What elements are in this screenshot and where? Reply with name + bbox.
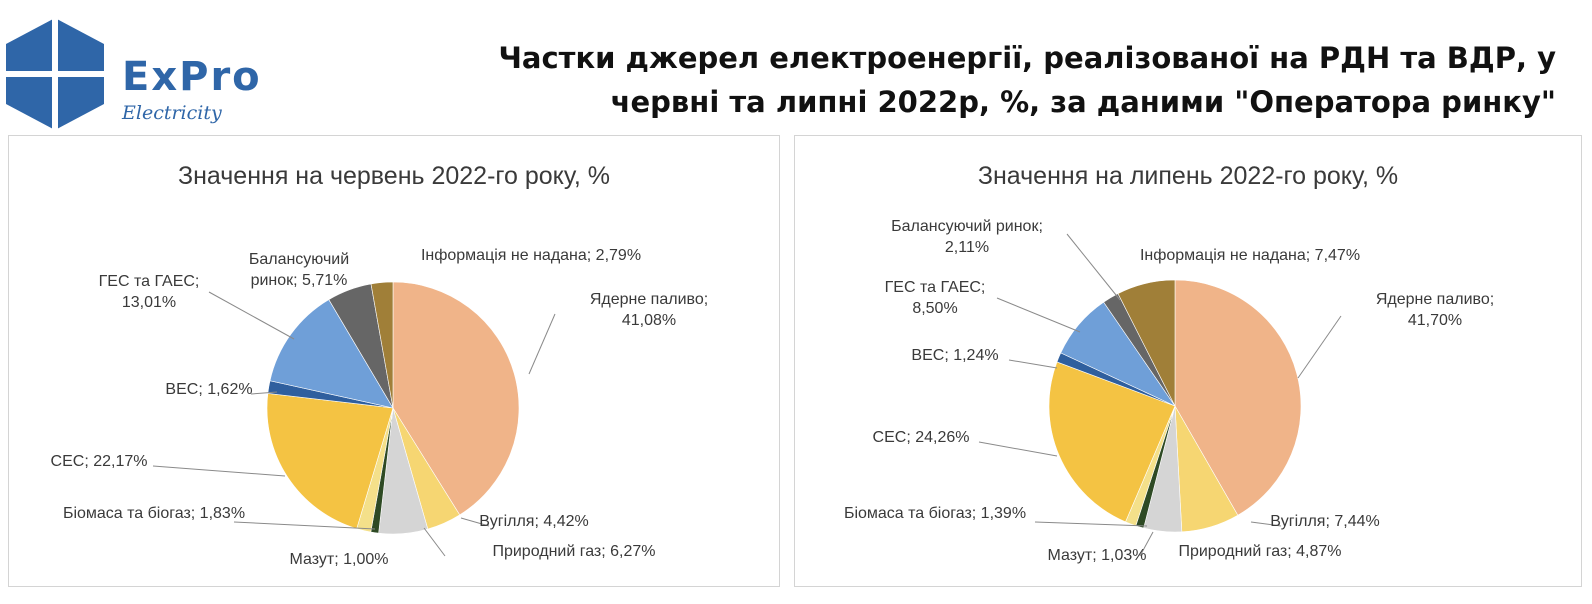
data-label-balancing-june: Балансуючий ринок; 5,71% bbox=[249, 251, 349, 289]
pie-slice-no_info-july bbox=[1117, 279, 1176, 407]
leader-line-gas-june bbox=[423, 527, 446, 557]
data-label-biomass-june: Біомаса та біогаз; 1,83% bbox=[63, 505, 245, 522]
data-label-biomass-july: Біомаса та біогаз; 1,39% bbox=[844, 505, 1026, 522]
pie-slice-nuclear-july bbox=[1174, 279, 1302, 516]
company-logo: ExPro Electricity bbox=[0, 14, 320, 134]
data-label-fuel_oil-june: Мазут; 1,00% bbox=[290, 551, 389, 568]
pie-slice-hydro-june bbox=[269, 299, 394, 409]
leader-line-nuclear-june bbox=[528, 313, 556, 375]
pie-slice-no_info-june bbox=[370, 281, 394, 409]
data-label-no_info-june: Інформація не надана; 2,79% bbox=[421, 247, 641, 264]
pie-slice-solar-june bbox=[266, 393, 394, 530]
logo-hexagon-icon bbox=[6, 18, 104, 130]
data-label-wind-june: ВЕС; 1,62% bbox=[165, 381, 252, 398]
data-label-wind-july: ВЕС; 1,24% bbox=[911, 347, 998, 364]
pie-slice-solar-july bbox=[1048, 361, 1176, 523]
data-label-nuclear-july: Ядерне паливо; 41,70% bbox=[1376, 291, 1494, 329]
data-label-fuel_oil-july: Мазут; 1,03% bbox=[1048, 547, 1147, 564]
chart-panel-june: Значення на червень 2022-го року, % Ядер… bbox=[8, 135, 780, 587]
pie-chart-july: Ядерне паливо; 41,70% Вугілля; 7,44% Природ… bbox=[844, 218, 1494, 564]
data-label-coal-june: Вугілля; 4,42% bbox=[479, 513, 588, 530]
data-label-hydro-july: ГЕС та ГАЕС; 8,50% bbox=[885, 279, 986, 317]
leader-line-hydro-june bbox=[208, 291, 295, 340]
leader-line-solar-june bbox=[152, 465, 286, 477]
leader-line-hydro-july bbox=[996, 297, 1081, 333]
leader-line-solar-july bbox=[978, 441, 1058, 457]
chart-title-july: Значення на липень 2022-го року, % bbox=[977, 162, 1399, 190]
pie-chart-june: Ядерне паливо; 41,08% Вугілля; 4,42% Природ… bbox=[51, 247, 709, 568]
leader-line-coal-june bbox=[460, 517, 490, 527]
data-label-solar-july: СЕС; 24,26% bbox=[873, 429, 970, 446]
data-label-hydro-june: ГЕС та ГАЕС; 13,01% bbox=[99, 273, 200, 311]
leader-line-balancing-july bbox=[1066, 233, 1121, 301]
chart-title-june: Значення на червень 2022-го року, % bbox=[178, 162, 610, 190]
leader-line-fuel_oil-july bbox=[1139, 531, 1154, 557]
pie-slice-nuclear-june bbox=[392, 281, 520, 516]
leader-line-biomass-july bbox=[1034, 521, 1148, 527]
data-label-coal-july: Вугілля; 7,44% bbox=[1270, 513, 1379, 530]
leader-line-nuclear-july bbox=[1297, 315, 1342, 379]
leader-line-wind-july bbox=[1008, 359, 1058, 369]
leader-line-coal-july bbox=[1250, 521, 1282, 527]
data-label-gas-june: Природний газ; 6,27% bbox=[492, 543, 655, 560]
data-label-no_info-july: Інформація не надана; 7,47% bbox=[1140, 247, 1360, 264]
leader-line-wind-june bbox=[250, 391, 278, 395]
chart-panel-july: Значення на липень 2022-го року, % Ядерн… bbox=[794, 135, 1582, 587]
data-label-nuclear-june: Ядерне паливо; 41,08% bbox=[590, 291, 708, 329]
page-title-line-2: червні та липні 2022р, %, за даними "Опе… bbox=[610, 85, 1556, 119]
leader-line-biomass-june bbox=[233, 521, 376, 530]
data-label-solar-june: СЕС; 22,17% bbox=[51, 453, 148, 470]
page-title-line-1: Частки джерел електроенергії, реалізован… bbox=[498, 41, 1556, 75]
data-label-gas-july: Природний газ; 4,87% bbox=[1178, 543, 1341, 560]
page-title: Частки джерел електроенергії, реалізован… bbox=[356, 36, 1556, 124]
logo-subtitle: Electricity bbox=[122, 102, 222, 124]
data-label-balancing-july: Балансуючий ринок; 2,11% bbox=[891, 218, 1043, 256]
logo-wordmark: ExPro bbox=[122, 54, 262, 100]
